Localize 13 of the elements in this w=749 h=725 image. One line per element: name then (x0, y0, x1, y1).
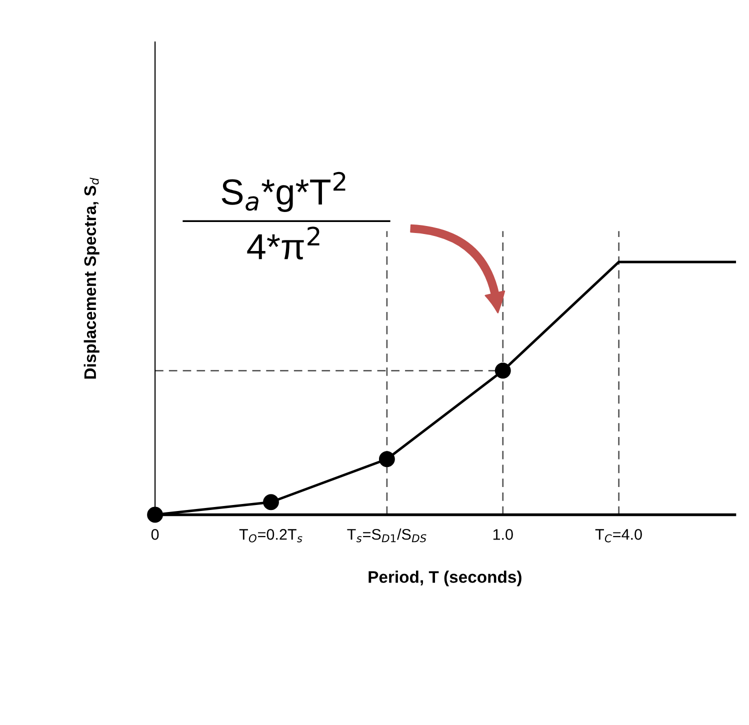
x-tick-label: 0 (151, 529, 159, 540)
text: S$_{a}$*g*T$^{2}$ (222, 172, 346, 212)
point (147, 506, 164, 523)
point (263, 494, 279, 510)
x-tick-label: T$_{C}$=4.0 (595, 529, 642, 542)
x-tick-label: T$_{s}$=S$_{D1}$/S$_{DS}$ (347, 528, 426, 542)
x-tick-label: T$_{O}$=0.2T$_{s}$ (239, 529, 302, 542)
text: 4*π$^{2}$ (247, 226, 320, 260)
y-axis-title: Displacement Spectra, S$_{d}$ (84, 178, 100, 379)
x-axis-title: Period, T (seconds) (368, 570, 522, 586)
x-tick-label: 1.0 (493, 529, 513, 540)
point (494, 362, 511, 379)
point (378, 451, 395, 468)
